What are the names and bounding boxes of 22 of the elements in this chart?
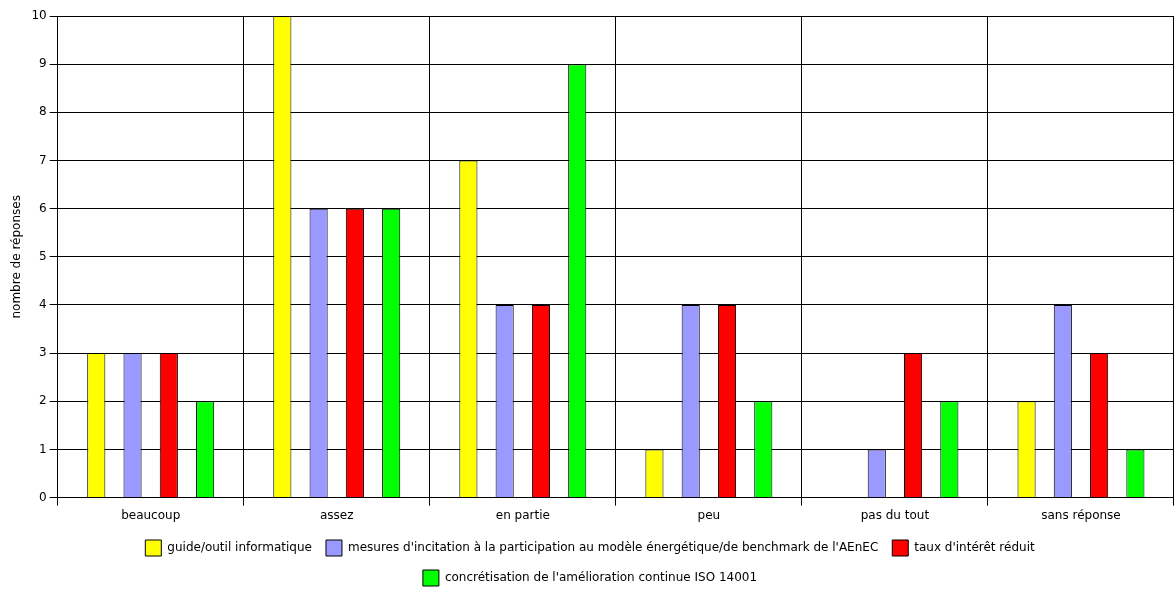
y-tick-label: 6 — [39, 200, 47, 215]
x-tick-label: peu — [697, 507, 721, 522]
y-tick-label: 0 — [39, 489, 47, 504]
legend-label: guide/outil informatique — [167, 540, 312, 555]
y-tick-label: 4 — [39, 297, 47, 312]
x-tick-label: en partie — [495, 507, 550, 522]
legend-label: taux d'intérêt réduit — [914, 540, 1035, 555]
y-tick-label: 3 — [39, 345, 47, 360]
y-tick-label: 2 — [39, 393, 47, 408]
legend-label: mesures d'incitation à la participation au modèle énergétique/de benchmark de l'AEnEC — [347, 540, 879, 555]
y-tick-label: 1 — [39, 441, 47, 456]
x-tick-label: beaucoup — [121, 507, 181, 522]
y-tick-label: 9 — [39, 56, 47, 71]
y-tick-label: 7 — [39, 152, 47, 167]
x-tick-label: sans réponse — [1041, 507, 1121, 522]
x-tick-label: assez — [319, 507, 354, 522]
y-axis-title: nombre de réponses — [9, 195, 24, 319]
y-tick-label: 5 — [39, 248, 47, 263]
legend-label: concrétisation de l'amélioration continue ISO 14001 — [444, 570, 758, 585]
x-tick-label: pas du tout — [860, 507, 930, 522]
y-tick-label: 8 — [39, 104, 47, 119]
y-tick-label: 10 — [31, 8, 47, 23]
